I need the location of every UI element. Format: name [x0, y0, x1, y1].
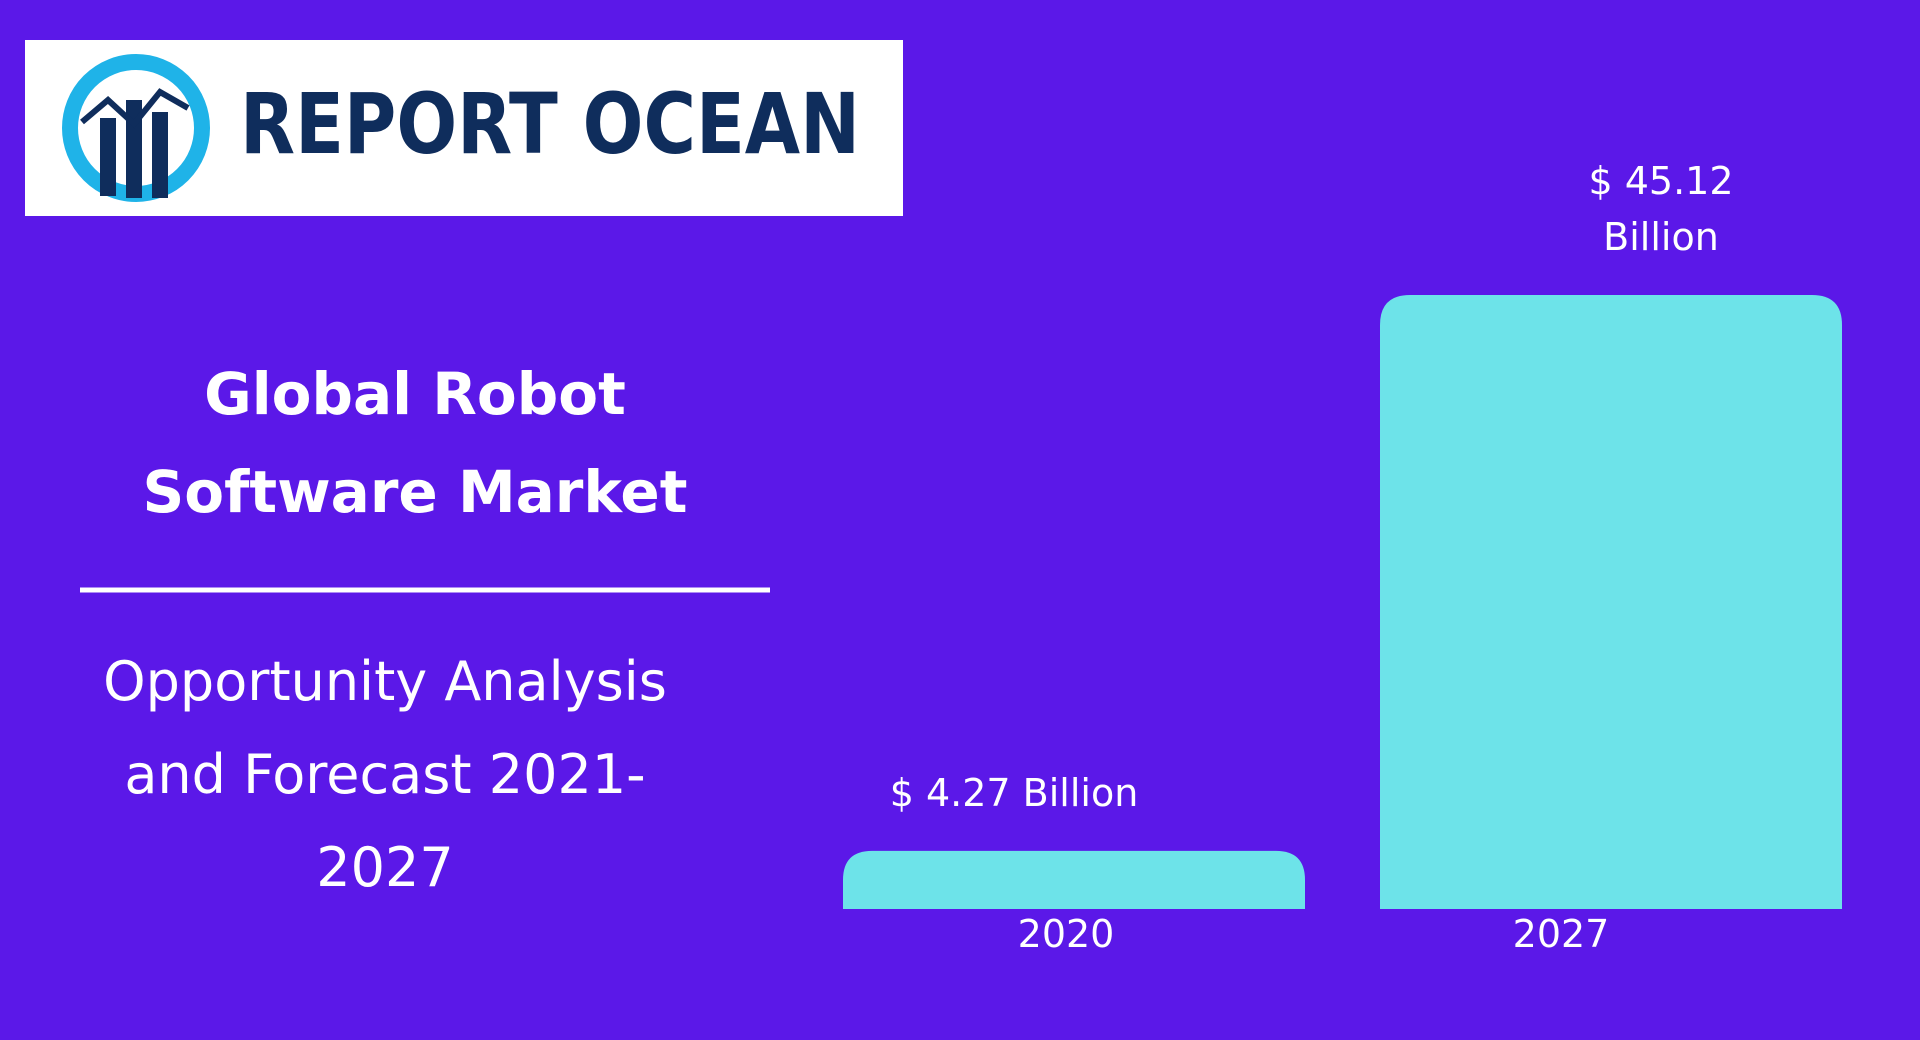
- logo-icon: [126, 100, 142, 198]
- logo-text: REPORT OCEAN: [240, 75, 860, 173]
- x-tick-label: 2020: [1017, 912, 1115, 956]
- bar: [1380, 295, 1842, 909]
- chart-subtitle: Opportunity Analysis and Forecast 2021-2…: [103, 650, 667, 899]
- bars: [843, 295, 1842, 909]
- x-tick-label: 2027: [1512, 912, 1610, 956]
- logo-icon: [100, 118, 116, 196]
- chart-title: Global Robot Software Market: [142, 360, 688, 526]
- logo: REPORT OCEAN: [25, 40, 903, 216]
- logo-icon: [80, 88, 190, 129]
- data-label: $ 4.27 Billion: [889, 770, 1139, 815]
- data-label: $ 45.12 Billion: [1588, 159, 1734, 259]
- bar: [843, 850, 1305, 909]
- logo-icon: [152, 112, 168, 198]
